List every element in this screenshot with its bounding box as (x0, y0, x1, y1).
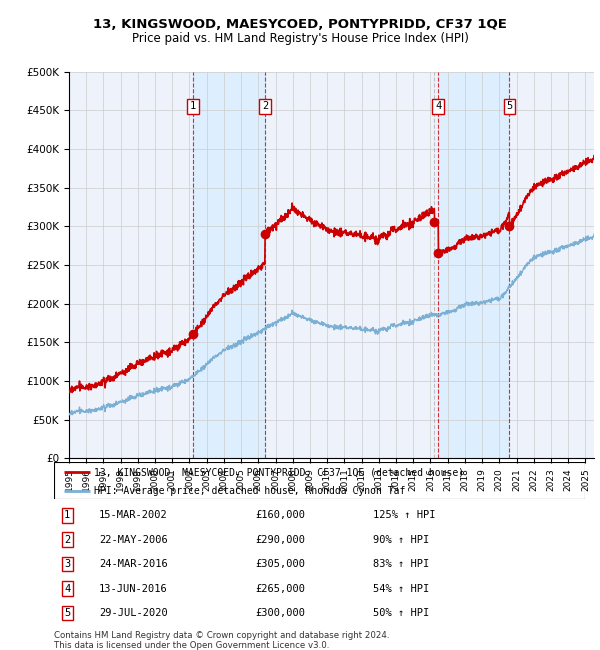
Text: Price paid vs. HM Land Registry's House Price Index (HPI): Price paid vs. HM Land Registry's House … (131, 32, 469, 45)
Text: 15-MAR-2002: 15-MAR-2002 (99, 510, 168, 520)
Text: 83% ↑ HPI: 83% ↑ HPI (373, 559, 429, 569)
Text: £265,000: £265,000 (256, 584, 306, 593)
Text: 2: 2 (64, 535, 70, 545)
Text: £305,000: £305,000 (256, 559, 306, 569)
Text: 4: 4 (64, 584, 70, 593)
Text: 29-JUL-2020: 29-JUL-2020 (99, 608, 168, 618)
Text: HPI: Average price, detached house, Rhondda Cynon Taf: HPI: Average price, detached house, Rhon… (94, 486, 405, 496)
Text: 3: 3 (64, 559, 70, 569)
Text: £290,000: £290,000 (256, 535, 306, 545)
Text: 13-JUN-2016: 13-JUN-2016 (99, 584, 168, 593)
Text: 13, KINGSWOOD, MAESYCOED, PONTYPRIDD, CF37 1QE (detached house): 13, KINGSWOOD, MAESYCOED, PONTYPRIDD, CF… (94, 467, 464, 477)
Text: Contains HM Land Registry data © Crown copyright and database right 2024.
This d: Contains HM Land Registry data © Crown c… (54, 630, 389, 650)
Text: 5: 5 (506, 101, 512, 111)
Text: 54% ↑ HPI: 54% ↑ HPI (373, 584, 429, 593)
Text: £300,000: £300,000 (256, 608, 306, 618)
Text: 90% ↑ HPI: 90% ↑ HPI (373, 535, 429, 545)
Text: 50% ↑ HPI: 50% ↑ HPI (373, 608, 429, 618)
Text: 5: 5 (64, 608, 70, 618)
Bar (193, 72, 265, 458)
Text: 125% ↑ HPI: 125% ↑ HPI (373, 510, 435, 520)
Bar (438, 72, 509, 458)
Text: £160,000: £160,000 (256, 510, 306, 520)
Text: 4: 4 (435, 101, 442, 111)
Text: 1: 1 (190, 101, 196, 111)
Text: 22-MAY-2006: 22-MAY-2006 (99, 535, 168, 545)
Text: 13, KINGSWOOD, MAESYCOED, PONTYPRIDD, CF37 1QE: 13, KINGSWOOD, MAESYCOED, PONTYPRIDD, CF… (93, 18, 507, 31)
Text: 1: 1 (64, 510, 70, 520)
Text: 2: 2 (262, 101, 268, 111)
Text: 24-MAR-2016: 24-MAR-2016 (99, 559, 168, 569)
